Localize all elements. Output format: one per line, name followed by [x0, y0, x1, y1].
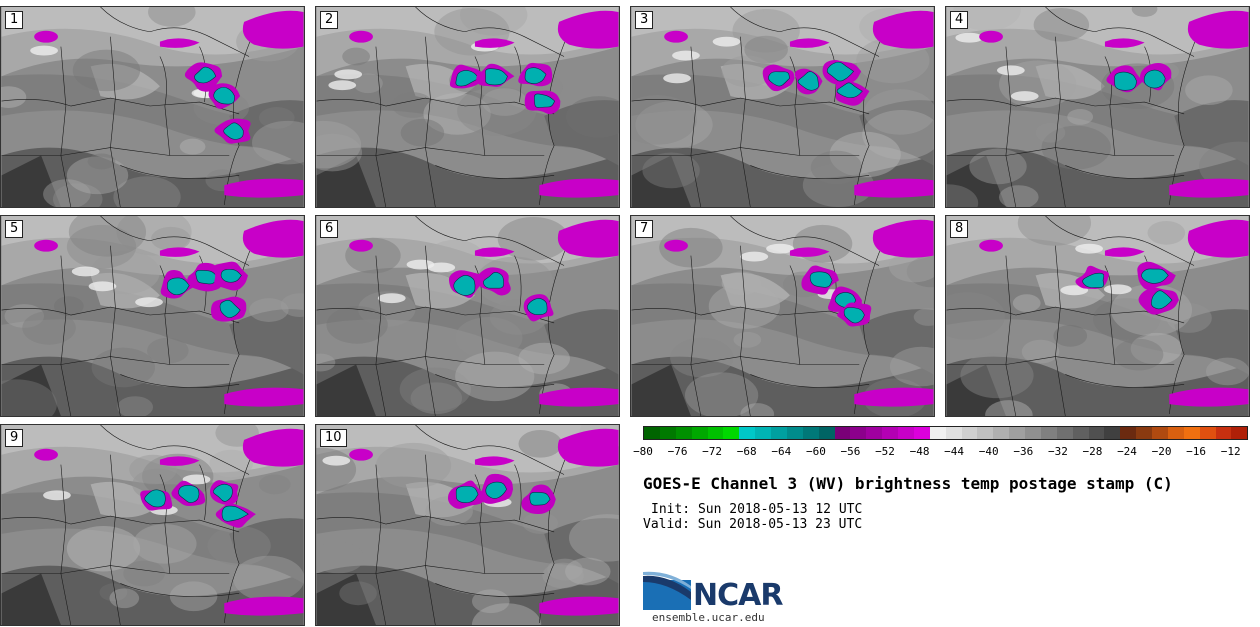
- colorbar-swatch: [1088, 427, 1105, 439]
- colorbar-swatch: [707, 427, 724, 439]
- colorbar-swatch: [771, 427, 787, 439]
- colorbar-swatch: [961, 427, 978, 439]
- colorbar-swatch: [882, 427, 898, 439]
- colorbar-tick-label: −56: [840, 445, 861, 458]
- panel-number-label: 9: [5, 429, 24, 447]
- colorbar-tick-label: −36: [1013, 445, 1034, 458]
- colorbar-swatch: [1072, 427, 1089, 439]
- colorbar-tick-label: −44: [944, 445, 965, 458]
- colorbar-swatch: [1167, 427, 1184, 439]
- colorbar-tick-label: −64: [771, 445, 792, 458]
- colorbar-tick-label: −24: [1117, 445, 1137, 458]
- map-panel-1: 1: [0, 6, 305, 208]
- panel-number-label: 7: [635, 220, 654, 238]
- colorbar-swatch: [818, 427, 835, 439]
- panel-number-label: 10: [320, 429, 347, 447]
- figure-title: GOES-E Channel 3 (WV) brightness temp po…: [643, 474, 1173, 493]
- ncar-logo-icon: [643, 571, 691, 610]
- colorbar-swatch: [866, 427, 883, 439]
- colorbar-swatch: [755, 427, 771, 439]
- colorbar-swatch: [1136, 427, 1152, 439]
- colorbar-tick-label: −68: [736, 445, 757, 458]
- init-time: Init: Sun 2018-05-13 12 UTC: [651, 502, 863, 517]
- site-url: ensemble.ucar.edu: [652, 611, 765, 624]
- colorbar-tick-label: −40: [978, 445, 999, 458]
- colorbar-tick-label: −76: [667, 445, 688, 458]
- colorbar-tick-label: −80: [633, 445, 653, 458]
- colorbar-swatch: [802, 427, 819, 439]
- colorbar-tick-label: −32: [1047, 445, 1068, 458]
- map-panel-2: 2: [315, 6, 620, 208]
- panel-number-label: 1: [5, 11, 24, 29]
- colorbar-swatch: [659, 427, 676, 439]
- colorbar-swatch: [723, 427, 740, 439]
- valid-time: Valid: Sun 2018-05-13 23 UTC: [643, 517, 863, 532]
- colorbar-swatch: [739, 427, 756, 439]
- colorbar-swatch: [898, 427, 914, 439]
- colorbar-tick-label: −16: [1186, 445, 1207, 458]
- colorbar-swatch: [1056, 427, 1073, 439]
- map-panel-5: 5: [0, 215, 305, 417]
- colorbar-swatch: [1183, 427, 1200, 439]
- colorbar-tick-label: −20: [1151, 445, 1172, 458]
- colorbar: [643, 426, 1248, 440]
- colorbar-tick-label: −12: [1220, 445, 1241, 458]
- colorbar-swatch: [929, 427, 946, 439]
- colorbar-swatch: [1199, 427, 1216, 439]
- logo-text: NCAR: [693, 578, 783, 613]
- colorbar-swatch: [786, 427, 803, 439]
- colorbar-swatch: [850, 427, 867, 439]
- colorbar-swatch: [691, 427, 708, 439]
- colorbar-swatch: [1120, 427, 1137, 439]
- panel-number-label: 4: [950, 11, 969, 29]
- colorbar-swatch: [977, 427, 994, 439]
- colorbar-swatch: [1025, 427, 1041, 439]
- colorbar-tick-label: −60: [805, 445, 826, 458]
- colorbar-swatch: [1009, 427, 1025, 439]
- colorbar-swatch: [675, 427, 692, 439]
- map-panel-9: 9: [0, 424, 305, 626]
- colorbar-tick-label: −72: [702, 445, 723, 458]
- colorbar-swatch: [1040, 427, 1057, 439]
- map-panel-3: 3: [630, 6, 935, 208]
- map-panel-8: 8: [945, 215, 1250, 417]
- map-panel-6: 6: [315, 215, 620, 417]
- colorbar-tick-label: −52: [875, 445, 895, 458]
- colorbar-swatch: [945, 427, 962, 439]
- panel-number-label: 5: [5, 220, 24, 238]
- panel-number-label: 2: [320, 11, 339, 29]
- colorbar-swatch: [1152, 427, 1168, 439]
- colorbar-tick-labels: −80 −76 −72 −68 −64 −60 −56 −52 −48 −44 −40 −36 −32 −…: [633, 445, 1248, 461]
- colorbar-tick-label: −28: [1082, 445, 1103, 458]
- colorbar-swatch: [1231, 427, 1248, 439]
- colorbar-swatch: [644, 427, 660, 439]
- map-panel-7: 7: [630, 215, 935, 417]
- map-panel-10: 10: [315, 424, 620, 626]
- colorbar-swatch: [834, 427, 851, 439]
- panel-number-label: 6: [320, 220, 339, 238]
- colorbar-swatch: [993, 427, 1010, 439]
- colorbar-swatch: [1215, 427, 1232, 439]
- panel-number-label: 3: [635, 11, 654, 29]
- panel-number-label: 8: [950, 220, 969, 238]
- colorbar-swatch: [1104, 427, 1121, 439]
- colorbar-tick-label: −48: [909, 445, 930, 458]
- colorbar-swatch: [913, 427, 930, 439]
- map-panel-4: 4: [945, 6, 1250, 208]
